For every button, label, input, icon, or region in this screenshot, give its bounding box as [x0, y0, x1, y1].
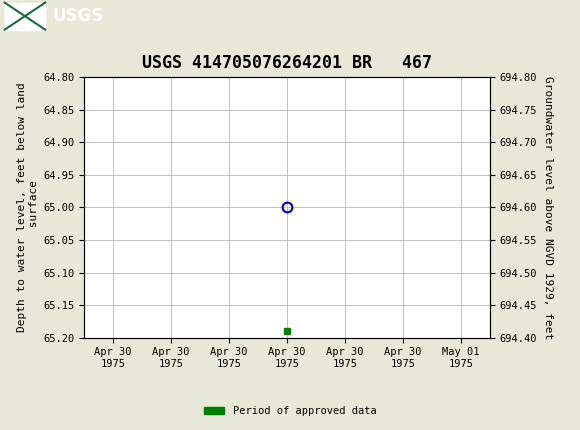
Title: USGS 414705076264201 BR   467: USGS 414705076264201 BR 467	[142, 54, 432, 72]
Text: USGS: USGS	[52, 7, 103, 25]
Legend: Period of approved data: Period of approved data	[200, 402, 380, 421]
Y-axis label: Depth to water level, feet below land
 surface: Depth to water level, feet below land su…	[17, 83, 39, 332]
Bar	[5, 3, 45, 30]
Y-axis label: Groundwater level above NGVD 1929, feet: Groundwater level above NGVD 1929, feet	[543, 76, 553, 339]
